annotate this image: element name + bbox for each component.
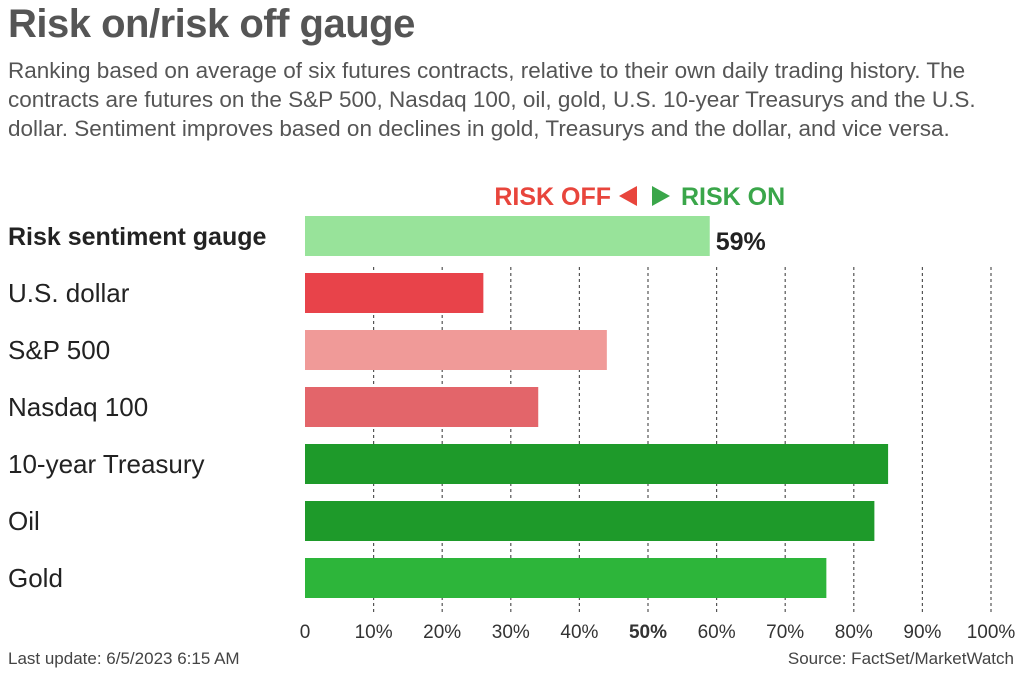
bar <box>305 216 710 256</box>
tick-label: 90% <box>903 622 941 643</box>
risk-on-label: RISK ON <box>681 183 785 211</box>
source-credit: Source: FactSet/MarketWatch <box>787 649 1014 668</box>
chart-title: Risk on/risk off gauge <box>8 2 415 46</box>
bar <box>305 501 875 541</box>
right-triangle-icon <box>652 186 670 206</box>
left-triangle-icon <box>619 186 637 206</box>
bar <box>305 444 889 484</box>
bars <box>305 216 889 598</box>
category-label: U.S. dollar <box>8 278 130 308</box>
tick-label: 0 <box>300 622 311 643</box>
category-labels: Risk sentiment gauge 59% U.S. dollar S&P 50… <box>8 223 766 593</box>
tick-label: 30% <box>492 622 530 643</box>
bar <box>305 330 607 370</box>
bar <box>305 558 827 598</box>
category-label: 10-year Treasury <box>8 449 205 479</box>
tick-label: 80% <box>835 622 873 643</box>
risk-off-label: RISK OFF <box>494 183 611 211</box>
chart-subtitle: Ranking based on average of six futures … <box>8 58 976 141</box>
category-label: Nasdaq 100 <box>8 392 148 422</box>
category-label: Risk sentiment gauge <box>8 223 266 251</box>
category-label: S&P 500 <box>8 335 110 365</box>
bar <box>305 387 539 427</box>
category-label: Oil <box>8 506 40 536</box>
tick-label: 50% <box>629 622 667 643</box>
bar <box>305 273 484 313</box>
last-update: Last update: 6/5/2023 6:15 AM <box>8 649 240 668</box>
x-axis-ticks: 0 10% 20% 30% 40% 50% 60% 70% 80% 90% 100% <box>300 622 1016 643</box>
tick-label: 40% <box>560 622 598 643</box>
category-label: Gold <box>8 563 63 593</box>
tick-label: 100% <box>967 622 1016 643</box>
risk-legend: RISK OFF RISK ON <box>494 183 785 211</box>
tick-label: 60% <box>698 622 736 643</box>
tick-label: 20% <box>423 622 461 643</box>
tick-label: 70% <box>766 622 804 643</box>
data-label: 59% <box>716 228 766 256</box>
tick-label: 10% <box>355 622 393 643</box>
